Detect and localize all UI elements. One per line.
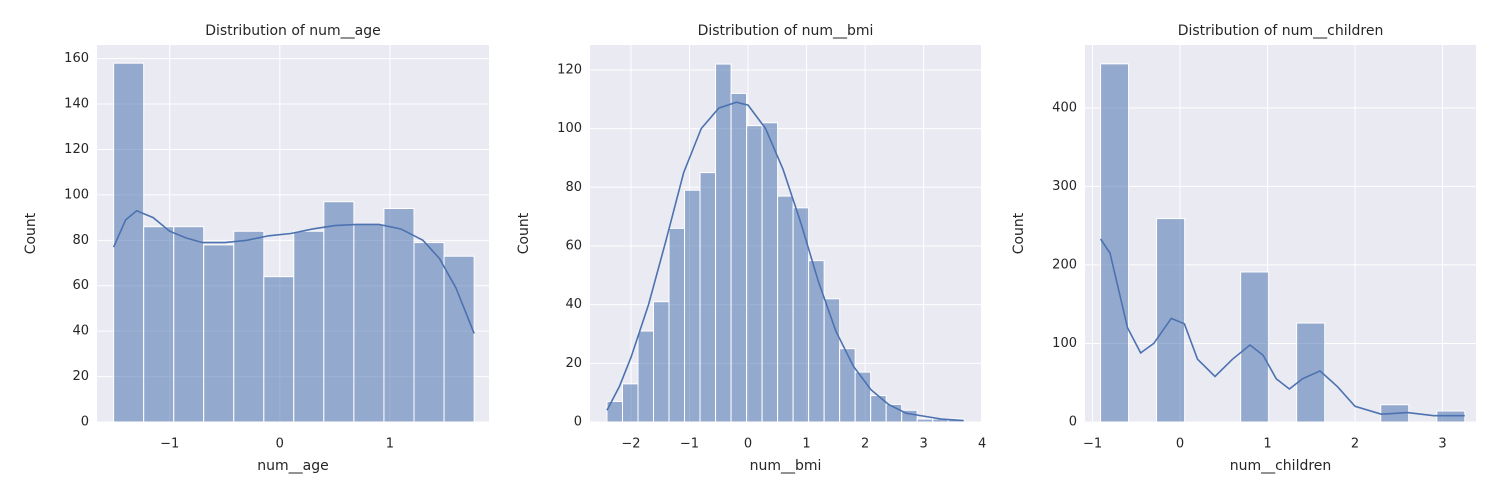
x-tick-label: 0 bbox=[1176, 437, 1184, 452]
y-tick-label: 60 bbox=[565, 238, 582, 253]
y-tick-label: 0 bbox=[81, 415, 89, 430]
bar bbox=[699, 172, 717, 423]
bar bbox=[684, 189, 701, 423]
bar bbox=[263, 276, 295, 423]
bar bbox=[916, 418, 934, 423]
y-tick-label: 160 bbox=[64, 51, 89, 66]
bar bbox=[353, 223, 385, 423]
bar bbox=[173, 226, 205, 423]
kde-line bbox=[1099, 238, 1465, 417]
y-tick-label: 100 bbox=[1052, 336, 1077, 351]
bar bbox=[143, 226, 175, 423]
bar bbox=[637, 330, 655, 423]
y-tick-label: 0 bbox=[1069, 415, 1077, 430]
x-tick-label: −1 bbox=[1083, 437, 1102, 452]
x-tick-label: 2 bbox=[861, 437, 869, 452]
x-tick-label: 1 bbox=[802, 437, 810, 452]
bar bbox=[715, 63, 732, 423]
bar bbox=[761, 122, 779, 423]
y-tick-label: 80 bbox=[72, 233, 89, 248]
chart-title: Distribution of num__age bbox=[205, 23, 381, 39]
bar bbox=[746, 125, 763, 423]
x-tick-label: 0 bbox=[744, 437, 752, 452]
bar bbox=[839, 348, 856, 423]
bar bbox=[777, 195, 794, 423]
chart-title: Distribution of num__children bbox=[1178, 23, 1384, 39]
y-tick-label: 100 bbox=[557, 121, 582, 136]
kde-line bbox=[112, 209, 475, 334]
y-tick-label: 40 bbox=[72, 324, 89, 339]
x-tick-label: 3 bbox=[1438, 437, 1446, 452]
y-tick-label: 100 bbox=[64, 187, 89, 202]
y-tick-label: 120 bbox=[64, 142, 89, 157]
x-tick-label: 3 bbox=[919, 437, 927, 452]
chart-title: Distribution of num__bmi bbox=[698, 23, 874, 39]
x-tick-label: 1 bbox=[386, 437, 394, 452]
x-tick-label: −2 bbox=[621, 437, 640, 452]
x-tick-label: 0 bbox=[276, 437, 284, 452]
bar bbox=[233, 230, 265, 423]
y-tick-label: 140 bbox=[64, 97, 89, 112]
bar bbox=[1240, 271, 1270, 423]
bar bbox=[730, 92, 748, 423]
y-tick-label: 80 bbox=[565, 180, 582, 195]
x-tick-label: −1 bbox=[680, 437, 699, 452]
y-tick-label: 60 bbox=[72, 278, 89, 293]
bar bbox=[653, 301, 670, 423]
bar bbox=[1296, 322, 1326, 423]
y-tick-label: 400 bbox=[1052, 100, 1077, 115]
bar bbox=[443, 255, 475, 423]
y-axis-label: Count bbox=[1011, 212, 1027, 254]
y-axis-label: Count bbox=[516, 212, 532, 254]
y-tick-label: 200 bbox=[1052, 257, 1077, 272]
bar bbox=[293, 230, 325, 423]
y-tick-label: 300 bbox=[1052, 179, 1077, 194]
bar bbox=[383, 208, 415, 423]
bar bbox=[323, 201, 355, 423]
bar bbox=[203, 244, 235, 423]
bar bbox=[901, 409, 918, 423]
y-tick-label: 120 bbox=[557, 62, 582, 77]
bar bbox=[1100, 63, 1130, 423]
x-tick-label: 1 bbox=[1263, 437, 1271, 452]
x-tick-label: 2 bbox=[1351, 437, 1359, 452]
y-tick-label: 0 bbox=[574, 415, 582, 430]
x-axis-label: num__bmi bbox=[750, 458, 822, 474]
y-axis-label: Count bbox=[23, 212, 39, 254]
bar bbox=[823, 298, 841, 423]
bar bbox=[113, 62, 145, 423]
x-tick-label: 4 bbox=[978, 437, 986, 452]
x-axis-label: num__children bbox=[1230, 458, 1332, 474]
y-tick-label: 40 bbox=[565, 297, 582, 312]
kde-line bbox=[606, 101, 964, 422]
bar bbox=[668, 227, 686, 423]
bar bbox=[413, 242, 445, 423]
x-axis-label: num__age bbox=[257, 458, 328, 474]
bar bbox=[621, 383, 639, 423]
y-tick-label: 20 bbox=[72, 369, 89, 384]
bar bbox=[808, 260, 825, 423]
x-tick-label: −1 bbox=[160, 437, 179, 452]
plot-area bbox=[1085, 45, 1476, 422]
y-tick-label: 20 bbox=[565, 356, 582, 371]
